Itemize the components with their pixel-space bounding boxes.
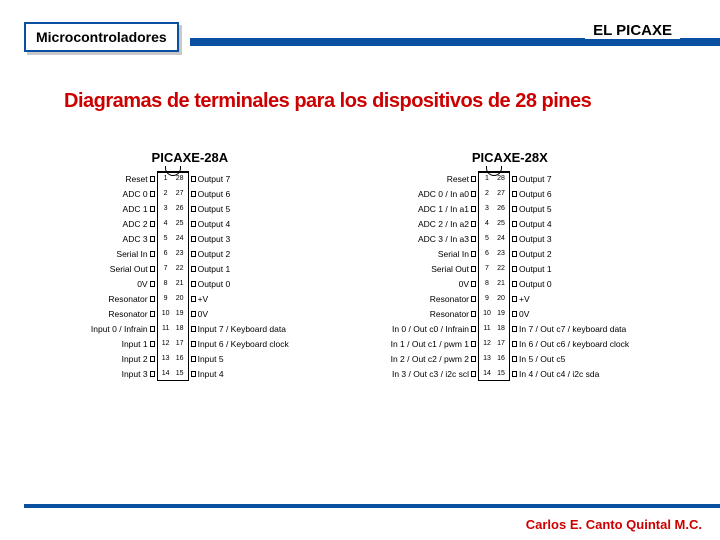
pin-label-right: +V bbox=[510, 291, 530, 306]
pin-label-left: Reset bbox=[125, 171, 156, 186]
section-tag: Microcontroladores bbox=[24, 22, 179, 52]
pin-label-left: ADC 1 / In a1 bbox=[418, 201, 478, 216]
pin-label-left: Resonator bbox=[430, 306, 478, 321]
pin-label-left: ADC 3 bbox=[123, 231, 157, 246]
pin-label-left: Resonator bbox=[430, 291, 478, 306]
pin-label-right: In 6 / Out c6 / keyboard clock bbox=[510, 336, 629, 351]
pin-label-left: In 0 / Out c0 / Infrain bbox=[392, 321, 478, 336]
chip-block: PICAXE-28X ResetADC 0 / In a0ADC 1 / In a… bbox=[391, 150, 630, 381]
pin-label-left: 0V bbox=[459, 276, 478, 291]
pin-label-right: +V bbox=[189, 291, 209, 306]
chip-title: PICAXE-28A bbox=[152, 150, 229, 165]
pin-label-right: Output 3 bbox=[189, 231, 231, 246]
chip-body: 1282273264255246237228219201019111812171… bbox=[478, 171, 510, 381]
pin-label-left: In 1 / Out c1 / pwm 1 bbox=[391, 336, 478, 351]
pin-label-left: 0V bbox=[137, 276, 156, 291]
pin-label-left: Resonator bbox=[108, 306, 156, 321]
footer-author: Carlos E. Canto Quintal M.C. bbox=[526, 517, 702, 532]
pin-label-right: Output 4 bbox=[189, 216, 231, 231]
pin-label-left: Reset bbox=[447, 171, 478, 186]
pin-label-left: Input 3 bbox=[122, 366, 157, 381]
chip-title: PICAXE-28X bbox=[472, 150, 548, 165]
pin-label-right: In 7 / Out c7 / keyboard data bbox=[510, 321, 626, 336]
pin-label-left: ADC 0 bbox=[123, 186, 157, 201]
pin-label-left: Input 1 bbox=[122, 336, 157, 351]
pin-label-left: In 3 / Out c3 / i2c scl bbox=[392, 366, 478, 381]
pin-label-left: ADC 1 bbox=[123, 201, 157, 216]
pin-label-right: Output 6 bbox=[510, 186, 552, 201]
pin-label-right: Output 7 bbox=[189, 171, 231, 186]
pin-label-left: Serial In bbox=[438, 246, 478, 261]
pin-label-right: Input 5 bbox=[189, 351, 224, 366]
pin-label-left: ADC 0 / In a0 bbox=[418, 186, 478, 201]
pin-label-left: Serial In bbox=[116, 246, 156, 261]
chip-body: 1282273264255246237228219201019111812171… bbox=[157, 171, 189, 381]
pin-label-right: Output 1 bbox=[510, 261, 552, 276]
pin-label-right: Output 5 bbox=[510, 201, 552, 216]
footer-divider bbox=[24, 504, 720, 508]
pin-label-left: ADC 3 / In a3 bbox=[418, 231, 478, 246]
pin-label-right: Output 0 bbox=[510, 276, 552, 291]
pin-label-left: Input 0 / Infrain bbox=[91, 321, 157, 336]
chip-block: PICAXE-28AResetADC 0ADC 1ADC 2ADC 3Seria… bbox=[91, 150, 289, 381]
pin-label-right: 0V bbox=[510, 306, 529, 321]
pin-label-left: ADC 2 / In a2 bbox=[418, 216, 478, 231]
pin-label-left: Input 2 bbox=[122, 351, 157, 366]
pin-label-right: Output 1 bbox=[189, 261, 231, 276]
pin-label-right: Output 2 bbox=[510, 246, 552, 261]
pin-label-left: Serial Out bbox=[110, 261, 157, 276]
pin-label-right: Output 3 bbox=[510, 231, 552, 246]
pin-label-left: In 2 / Out c2 / pwm 2 bbox=[391, 351, 478, 366]
pin-label-left: ADC 2 bbox=[123, 216, 157, 231]
pin-label-right: Input 4 bbox=[189, 366, 224, 381]
pin-label-right: Output 0 bbox=[189, 276, 231, 291]
pin-label-right: Output 4 bbox=[510, 216, 552, 231]
pin-label-right: Input 7 / Keyboard data bbox=[189, 321, 286, 336]
header-divider bbox=[190, 38, 720, 46]
page-title: Diagramas de terminales para los disposi… bbox=[64, 90, 591, 113]
pin-label-right: Input 6 / Keyboard clock bbox=[189, 336, 289, 351]
header: Microcontroladores EL PICAXE bbox=[0, 22, 720, 62]
pin-label-right: Output 5 bbox=[189, 201, 231, 216]
pin-label-right: Output 7 bbox=[510, 171, 552, 186]
pin-label-right: Output 6 bbox=[189, 186, 231, 201]
pin-label-right: 0V bbox=[189, 306, 208, 321]
header-right-title: EL PICAXE bbox=[585, 22, 680, 39]
pin-label-left: Resonator bbox=[108, 291, 156, 306]
pin-label-right: In 4 / Out c4 / i2c sda bbox=[510, 366, 599, 381]
pin-label-right: Output 2 bbox=[189, 246, 231, 261]
chip-diagrams: PICAXE-28AResetADC 0ADC 1ADC 2ADC 3Seria… bbox=[40, 150, 680, 381]
pin-label-left: Serial Out bbox=[431, 261, 478, 276]
pin-label-right: In 5 / Out c5 bbox=[510, 351, 565, 366]
